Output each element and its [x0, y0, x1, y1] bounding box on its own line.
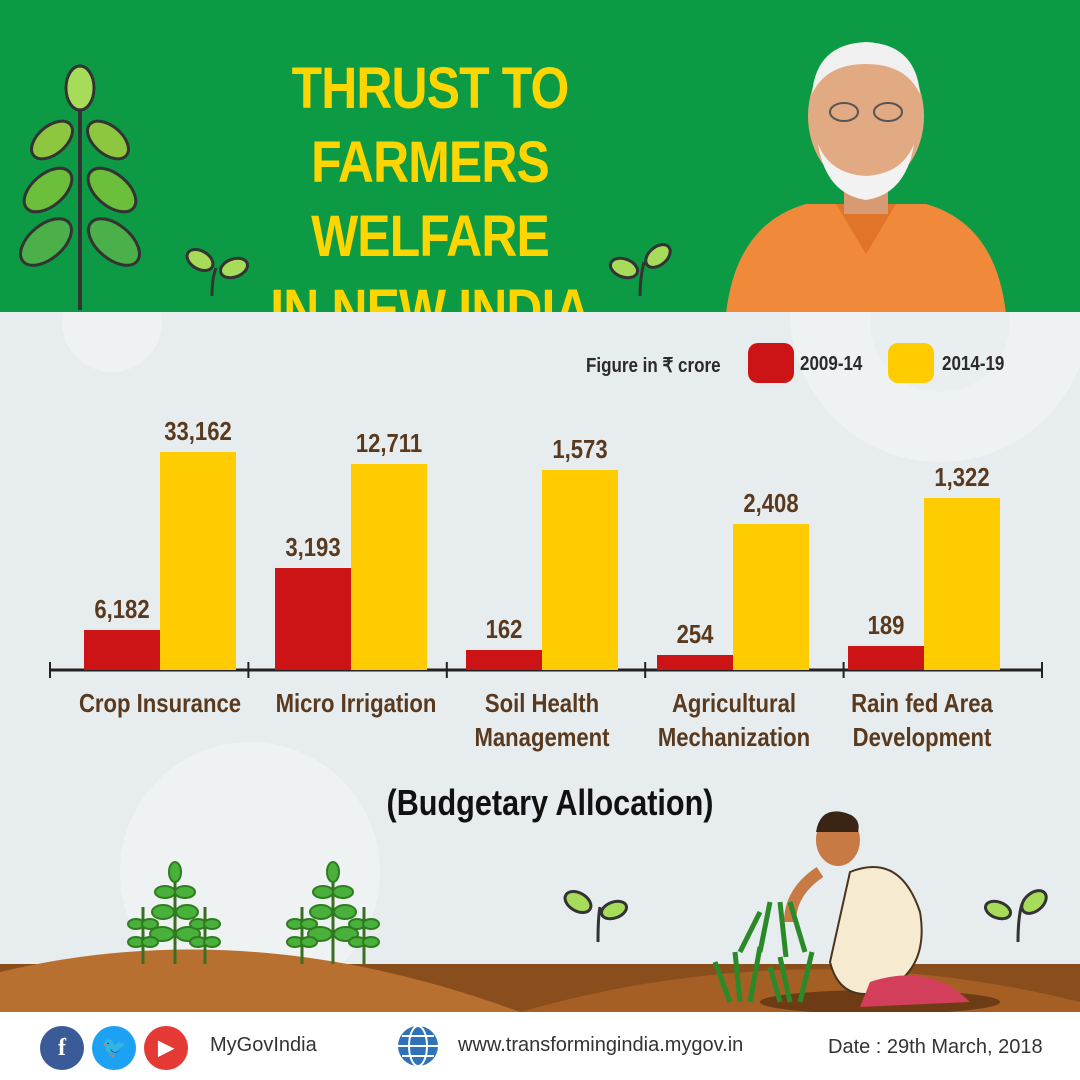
data-label-2009-14: 6,182 [94, 595, 149, 624]
globe-icon [398, 1025, 438, 1067]
category-label-crop-insurance: Crop Insurance [75, 686, 245, 720]
legend-label-2009-14: 2009-14 [800, 353, 863, 375]
footer-date: Date : 29th March, 2018 [828, 1036, 1043, 1058]
header-banner: THRUST TO FARMERS WELFARE IN NEW INDIA [0, 0, 1080, 312]
data-label-2014-19: 1,322 [934, 463, 989, 492]
category-label-micro-irrigation: Micro Irrigation [271, 686, 441, 720]
bar-2014-19-soil-health-management [542, 470, 618, 670]
data-label-2014-19: 12,711 [356, 429, 422, 458]
sprout-icon [983, 889, 1048, 943]
category-label-line: Agricultural [671, 688, 797, 718]
title-line-3: IN NEW INDIA [270, 278, 590, 312]
bar-2014-19-rain-fed-area-development [924, 498, 1000, 670]
sprout-icon [563, 890, 629, 943]
category-label-line: Rain fed Area [851, 688, 993, 718]
category-label-line: Management [474, 722, 610, 752]
legend-unit-label: Figure in ₹ crore [586, 355, 721, 377]
legend-label-2014-19: 2014-19 [942, 353, 1005, 375]
footer-handle[interactable]: MyGovIndia [210, 1034, 317, 1056]
footer-url-link[interactable]: www.transformingindia.mygov.in [458, 1034, 744, 1056]
crop-plant-icon [286, 861, 380, 964]
legend-swatch-2014-19 [888, 343, 934, 383]
title-line-1: THRUST TO [291, 56, 570, 121]
data-label-2014-19: 2,408 [743, 489, 798, 518]
bar-2009-14-rain-fed-area-development [848, 646, 924, 670]
bar-chart: 6,182 33,162 3,193 12,711 162 1,573 254 2,408 18… [49, 417, 1043, 678]
category-label-line: Mechanization [657, 722, 811, 752]
background-decoration [0, 312, 1080, 1012]
data-label-2014-19: 1,573 [552, 435, 607, 464]
farmer-illustration [737, 811, 1000, 1012]
category-label-soil-health: Soil Health Management [457, 686, 627, 754]
category-label-line: Development [852, 722, 992, 752]
bar-2009-14-crop-insurance [84, 630, 160, 670]
footer: f 🐦 ▶ MyGovIndia www.transformingindia.m… [0, 1012, 1080, 1080]
bar-2009-14-micro-irrigation [275, 568, 351, 670]
category-label-line: Soil Health [484, 688, 600, 718]
content-area [0, 312, 1080, 1012]
crop-plant-icon [127, 861, 221, 964]
portrait-image [726, 42, 1006, 312]
bar-2009-14-soil-health-management [466, 650, 542, 670]
category-label-line: Micro Irrigation [275, 688, 437, 718]
data-label-2009-14: 162 [486, 615, 523, 644]
bar-2014-19-micro-irrigation [351, 464, 427, 670]
data-label-2009-14: 3,193 [285, 533, 340, 562]
chart-subtitle: (Budgetary Allocation) [386, 782, 714, 823]
sprout-left-icon [185, 248, 250, 297]
bar-2014-19-agricultural-mechanization [733, 524, 809, 670]
category-label-agricultural-mechanization: Agricultural Mechanization [649, 686, 819, 754]
title-line-2: FARMERS WELFARE [311, 130, 550, 269]
bar-2009-14-agricultural-mechanization [657, 655, 733, 670]
data-label-2009-14: 189 [868, 611, 905, 640]
category-label-rain-fed-area: Rain fed Area Development [837, 686, 1007, 754]
facebook-icon[interactable]: f [40, 1026, 84, 1070]
category-label-line: Crop Insurance [78, 688, 242, 718]
rice-seedlings-icon [712, 946, 815, 1003]
data-label-2014-19: 33,162 [164, 417, 232, 446]
wheat-plant-icon [19, 64, 141, 310]
data-label-2009-14: 254 [677, 620, 714, 649]
legend-swatch-2009-14 [748, 343, 794, 383]
page-title: THRUST TO FARMERS WELFARE IN NEW INDIA [189, 52, 671, 312]
sprout-right-icon [608, 243, 672, 297]
twitter-icon[interactable]: 🐦 [92, 1026, 136, 1070]
youtube-icon[interactable]: ▶ [144, 1026, 188, 1070]
bar-2014-19-crop-insurance [160, 452, 236, 670]
